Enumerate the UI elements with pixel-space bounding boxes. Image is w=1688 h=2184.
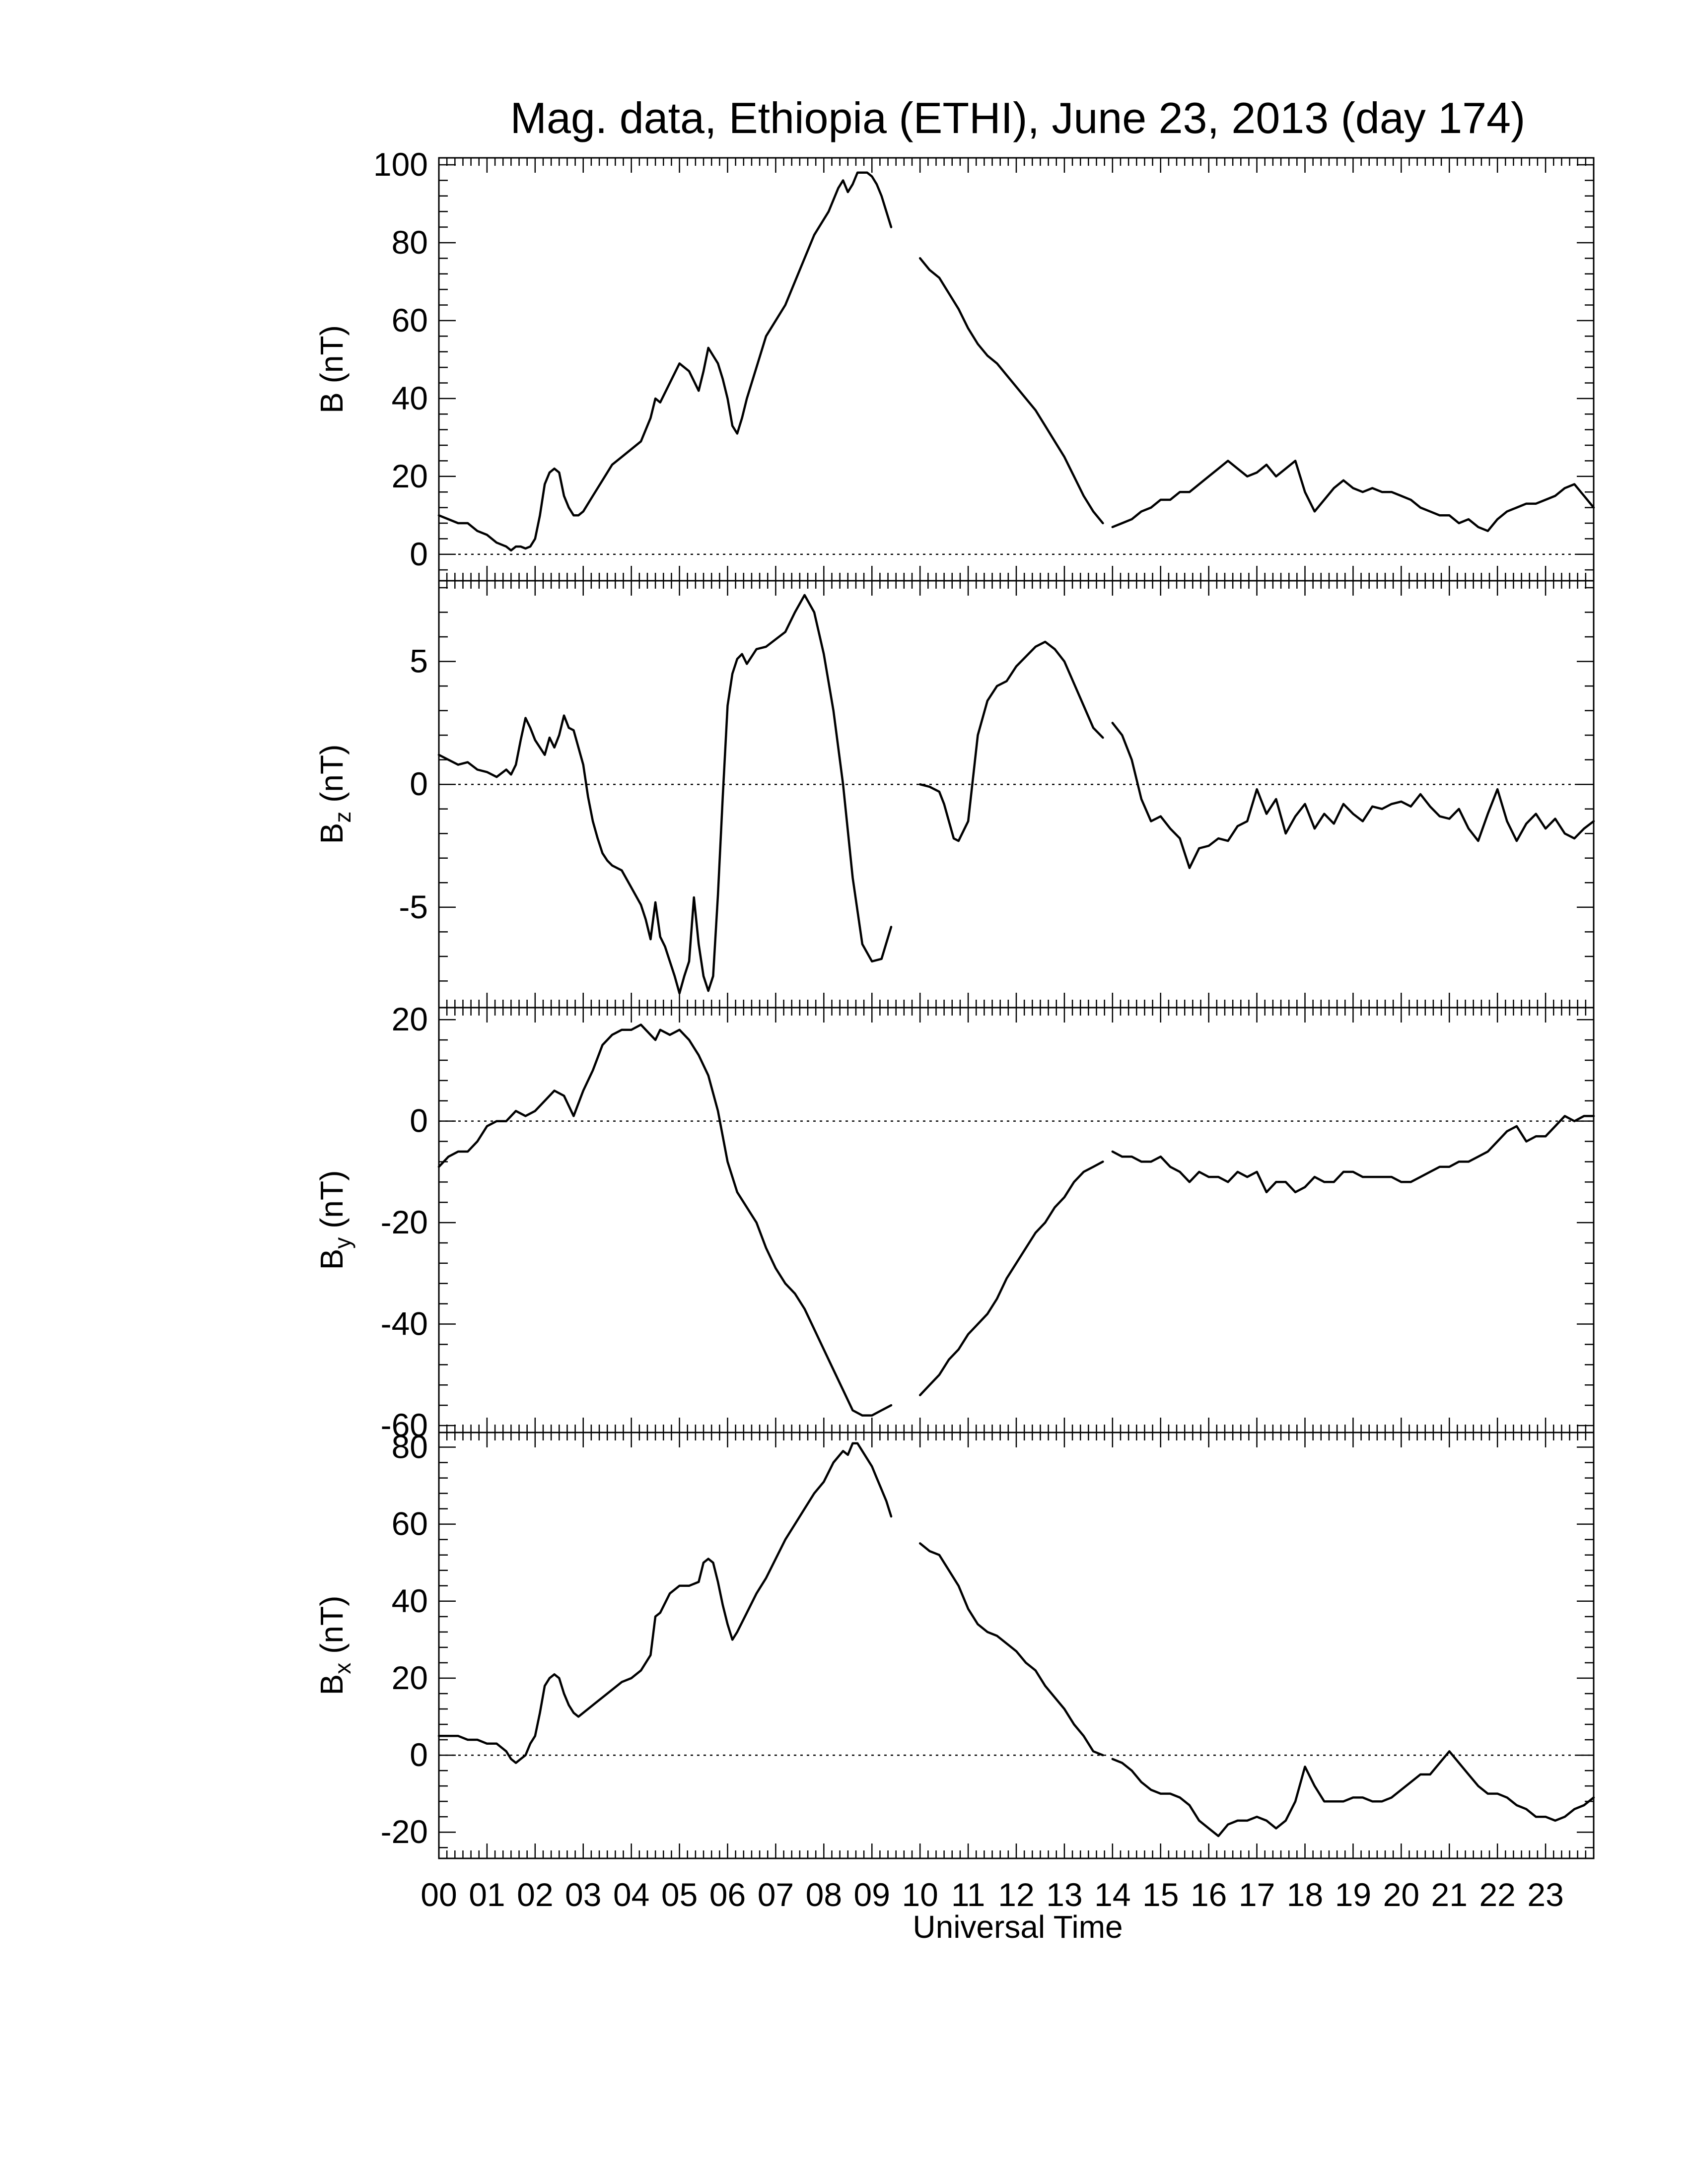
y-axis-title: B (nT) bbox=[314, 325, 350, 413]
y-tick-label: 0 bbox=[410, 1102, 428, 1139]
series-line-segment bbox=[437, 594, 893, 995]
panel-1: 0 20 40 60 80 100 B (nT) bbox=[314, 146, 1595, 582]
x-tick-label: 04 bbox=[613, 1876, 649, 1913]
series-line-segment bbox=[1111, 1115, 1595, 1194]
y-tick-label: 40 bbox=[392, 380, 428, 416]
x-tick-label: 01 bbox=[469, 1876, 505, 1913]
x-tick-label: 16 bbox=[1191, 1876, 1227, 1913]
x-tick-label: 12 bbox=[998, 1876, 1034, 1913]
y-tick-label: -5 bbox=[399, 888, 428, 925]
y-tick-label: -20 bbox=[381, 1204, 428, 1240]
y-tick-label: 0 bbox=[410, 536, 428, 572]
x-tick-label: 02 bbox=[517, 1876, 553, 1913]
x-tick-label: 07 bbox=[758, 1876, 794, 1913]
y-tick-label: 0 bbox=[410, 1736, 428, 1773]
series-line-segment bbox=[918, 640, 1104, 842]
y-tick-label: -60 bbox=[381, 1407, 428, 1443]
series-line-segment bbox=[437, 171, 893, 552]
x-tick-label: 14 bbox=[1094, 1876, 1130, 1913]
y-tick-label: 60 bbox=[392, 302, 428, 339]
panel-4: -20 0 20 40 60 80 Bx (nT) bbox=[314, 1429, 1595, 1859]
y-tick-label: 20 bbox=[392, 458, 428, 494]
y-tick-label: 20 bbox=[392, 1659, 428, 1696]
series-line-segment bbox=[918, 1542, 1104, 1757]
series-line-segment bbox=[1111, 460, 1595, 532]
y-tick-label: -40 bbox=[381, 1305, 428, 1342]
y-axis-title: Bz (nT) bbox=[314, 745, 355, 844]
y-tick-label: 40 bbox=[392, 1582, 428, 1619]
x-tick-label: 18 bbox=[1287, 1876, 1323, 1913]
x-axis: 00 01 02 03 04 05 06 07 08 09 10 11 12 13 14 15 16 17 18 19… bbox=[421, 1876, 1564, 1913]
x-tick-label: 20 bbox=[1383, 1876, 1419, 1913]
x-tick-label: 03 bbox=[565, 1876, 601, 1913]
y-tick-label: 20 bbox=[392, 1001, 428, 1037]
y-tick-label: 0 bbox=[410, 765, 428, 802]
y-tick-label: 80 bbox=[392, 224, 428, 261]
x-tick-label: 06 bbox=[709, 1876, 746, 1913]
y-axis-title: Bx (nT) bbox=[314, 1596, 355, 1696]
y-tick-label: 80 bbox=[392, 1429, 428, 1465]
panel-3: -60 -40 -20 0 20 By (nT) bbox=[314, 1001, 1595, 1443]
x-tick-label: 08 bbox=[806, 1876, 842, 1913]
x-tick-label: 09 bbox=[854, 1876, 890, 1913]
x-tick-label: 05 bbox=[661, 1876, 698, 1913]
y-axis-title: By (nT) bbox=[314, 1170, 355, 1270]
x-tick-label: 10 bbox=[902, 1876, 938, 1913]
series-line-segment bbox=[437, 1442, 893, 1764]
x-tick-label: 23 bbox=[1527, 1876, 1563, 1913]
y-tick-label: 100 bbox=[373, 146, 428, 183]
x-tick-label: 15 bbox=[1142, 1876, 1179, 1913]
x-tick-label: 17 bbox=[1239, 1876, 1275, 1913]
y-tick-label: 5 bbox=[410, 643, 428, 680]
x-tick-label: 00 bbox=[421, 1876, 457, 1913]
panels-layer: 0 20 40 60 80 100 B (nT) -5 0 5 Bz (nT) -60 -40 -20 0 2… bbox=[314, 146, 1595, 1859]
y-tick-label: 60 bbox=[392, 1505, 428, 1542]
series-line-segment bbox=[1111, 1750, 1595, 1838]
x-tick-label: 21 bbox=[1431, 1876, 1468, 1913]
chart-title: Mag. data, Ethiopia (ETHI), June 23, 201… bbox=[510, 93, 1526, 142]
panel-2: -5 0 5 Bz (nT) bbox=[314, 580, 1595, 1009]
x-tick-label: 13 bbox=[1046, 1876, 1082, 1913]
series-line-segment bbox=[918, 1160, 1104, 1396]
y-tick-label: -20 bbox=[381, 1813, 428, 1850]
x-tick-label: 22 bbox=[1479, 1876, 1515, 1913]
plot-frame bbox=[438, 1432, 1595, 1859]
plot-frame bbox=[438, 157, 1595, 582]
series-line-segment bbox=[437, 1024, 893, 1417]
x-axis-title: Universal Time bbox=[913, 1909, 1123, 1945]
series-line-segment bbox=[1111, 722, 1595, 869]
x-tick-label: 19 bbox=[1335, 1876, 1371, 1913]
plot-frame bbox=[438, 1007, 1595, 1433]
series-line-segment bbox=[918, 257, 1104, 525]
x-tick-label: 11 bbox=[951, 1876, 985, 1913]
